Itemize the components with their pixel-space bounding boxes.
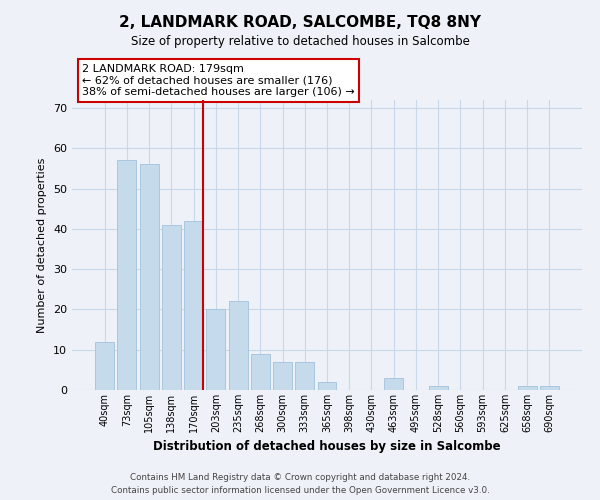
X-axis label: Distribution of detached houses by size in Salcombe: Distribution of detached houses by size … [153, 440, 501, 454]
Bar [95, 342, 114, 390]
Text: Size of property relative to detached houses in Salcombe: Size of property relative to detached ho… [131, 35, 469, 48]
Bar [251, 354, 270, 390]
Text: 2 LANDMARK ROAD: 179sqm
← 62% of detached houses are smaller (176)
38% of semi-d: 2 LANDMARK ROAD: 179sqm ← 62% of detache… [82, 64, 355, 97]
Text: Contains HM Land Registry data © Crown copyright and database right 2024.
Contai: Contains HM Land Registry data © Crown c… [110, 474, 490, 495]
Bar [429, 386, 448, 390]
Y-axis label: Number of detached properties: Number of detached properties [37, 158, 47, 332]
Bar [317, 382, 337, 390]
Bar [206, 310, 225, 390]
Bar [140, 164, 158, 390]
Bar [384, 378, 403, 390]
Bar [184, 221, 203, 390]
Bar [540, 386, 559, 390]
Bar [273, 362, 292, 390]
Bar [295, 362, 314, 390]
Bar [518, 386, 536, 390]
Text: 2, LANDMARK ROAD, SALCOMBE, TQ8 8NY: 2, LANDMARK ROAD, SALCOMBE, TQ8 8NY [119, 15, 481, 30]
Bar [162, 225, 181, 390]
Bar [229, 302, 248, 390]
Bar [118, 160, 136, 390]
